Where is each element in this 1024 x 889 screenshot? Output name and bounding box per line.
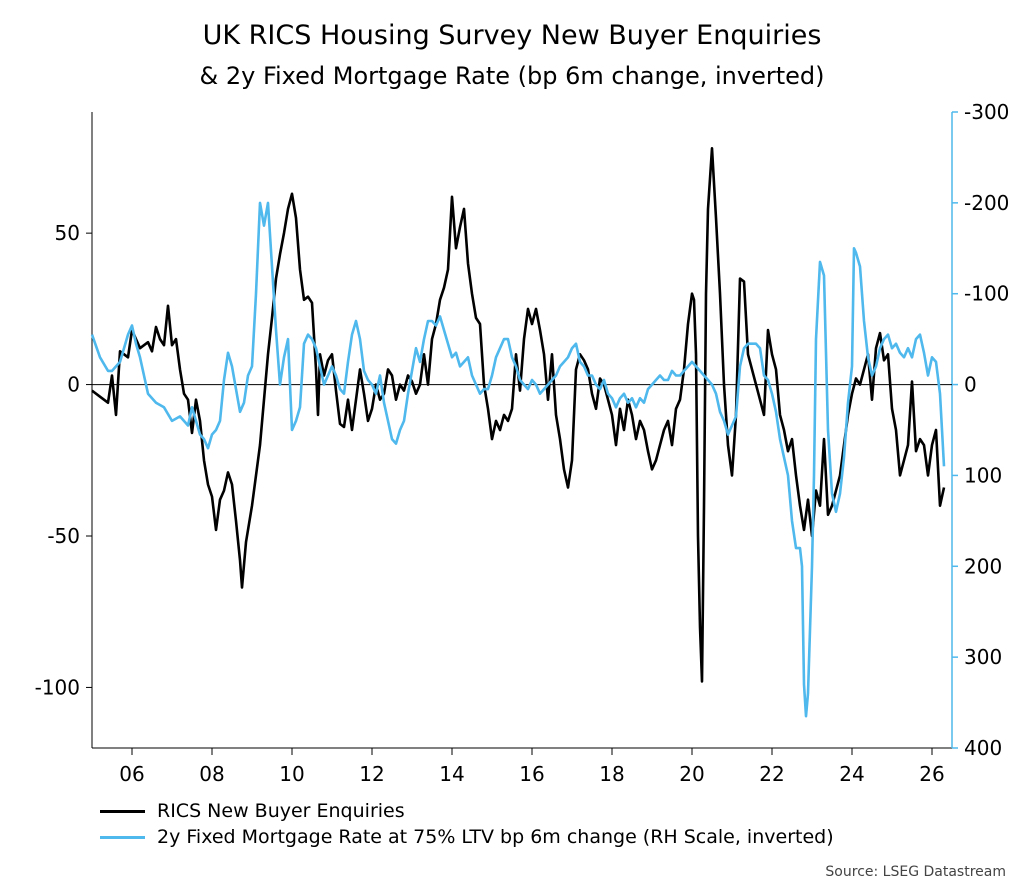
series-line-mortgage <box>90 201 946 718</box>
chart-legend: RICS New Buyer Enquiries 2y Fixed Mortga… <box>100 798 834 850</box>
x-tick-label: 18 <box>599 762 624 786</box>
right-tick-label: 300 <box>964 645 1002 669</box>
right-tick-label: -200 <box>964 191 1009 215</box>
right-tick-label: 400 <box>964 736 1002 760</box>
legend-label-rics: RICS New Buyer Enquiries <box>157 800 405 822</box>
left-tick-label: 50 <box>55 221 80 245</box>
series-line-rics <box>91 147 946 683</box>
x-tick-label: 10 <box>279 762 304 786</box>
left-tick-label: 0 <box>67 373 80 397</box>
legend-item-mortgage: 2y Fixed Mortgage Rate at 75% LTV bp 6m … <box>100 824 834 850</box>
x-tick-label: 16 <box>519 762 544 786</box>
source-note: Source: LSEG Datastream <box>825 864 1006 880</box>
x-tick-label: 06 <box>119 762 144 786</box>
right-tick-label: 0 <box>964 373 977 397</box>
right-tick-label: -100 <box>964 282 1009 306</box>
right-tick-label: 200 <box>964 554 1002 578</box>
x-tick-label: 14 <box>439 762 464 786</box>
x-tick-label: 22 <box>759 762 784 786</box>
left-tick-label: -50 <box>47 524 80 548</box>
right-tick-label: -300 <box>964 100 1009 124</box>
x-tick-label: 24 <box>839 762 864 786</box>
chart-subtitle: & 2y Fixed Mortgage Rate (bp 6m change, … <box>199 62 825 90</box>
line-chart: 50 0 -50 -100 -300 -200 -100 0 100 200 300 400 06 08 1… <box>35 100 1010 786</box>
legend-swatch-mortgage <box>100 835 145 839</box>
right-tick-label: 100 <box>964 463 1002 487</box>
left-tick-label: -100 <box>35 675 80 699</box>
chart-title: UK RICS Housing Survey New Buyer Enquiri… <box>202 20 822 51</box>
x-tick-label: 26 <box>919 762 944 786</box>
legend-item-rics: RICS New Buyer Enquiries <box>100 798 834 824</box>
legend-swatch-rics <box>100 809 145 813</box>
x-tick-label: 20 <box>679 762 704 786</box>
legend-label-mortgage: 2y Fixed Mortgage Rate at 75% LTV bp 6m … <box>157 826 834 848</box>
x-tick-label: 08 <box>199 762 224 786</box>
x-tick-label: 12 <box>359 762 384 786</box>
